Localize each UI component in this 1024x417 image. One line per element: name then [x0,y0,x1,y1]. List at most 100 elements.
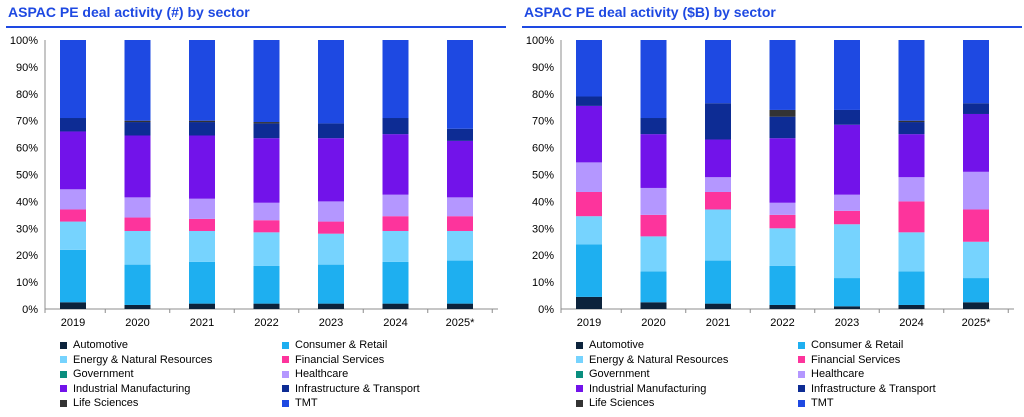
chart-title: ASPAC PE deal activity ($B) by sector [524,4,776,20]
bar-segment-financial-services [318,221,344,234]
legend-swatch [798,356,805,363]
bar-segment-tmt [253,40,280,123]
bar-segment-industrial-manufacturing [253,138,280,203]
bar-segment-tmt [705,40,731,104]
bar-segment-industrial-manufacturing [382,134,409,195]
bar-segment-healthcare [705,177,731,192]
bar-segment-consumer-and-retail [60,249,86,303]
bar-segment-energy-and-natural-resources [189,230,215,262]
legend-swatch [282,399,289,407]
legend-label: Government [589,368,650,380]
bar-segment-healthcare [318,201,344,222]
bar-segment-healthcare [253,202,280,221]
bar-segment-tmt [898,40,925,121]
bar-segment-industrial-manufacturing [834,124,860,195]
bar-segment-healthcare [576,162,602,192]
bar-segment-tmt [447,40,473,129]
legend-item-automotive: Automotive [60,339,128,351]
legend-label: Industrial Manufacturing [73,382,191,395]
bar-segment-industrial-manufacturing [447,140,473,198]
bar-segment-energy-and-natural-resources [834,224,860,279]
legend-item-energy-and-natural-resources: Energy & Natural Resources [60,354,212,366]
bar-segment-financial-services [705,191,731,210]
legend-swatch [798,370,805,378]
bar-segment-tmt [382,40,409,119]
bar-segment-financial-services [640,214,667,237]
bar-segment-infrastructure-and-transport [769,116,796,139]
bar-segment-infrastructure-and-transport [318,123,344,139]
y-tick-label: 40% [532,196,554,208]
bar-segment-consumer-and-retail [769,265,796,305]
bar-segment-energy-and-natural-resources [769,228,796,266]
x-tick-label: 2025* [962,317,991,329]
bar-segment-consumer-and-retail [834,278,860,307]
y-tick-label: 40% [16,196,38,208]
bar-segment-tmt [834,40,860,110]
legend-label: TMT [295,397,318,409]
y-tick-label: 90% [16,62,38,74]
bar-segment-infrastructure-and-transport [963,103,989,114]
bar-segment-tmt [60,40,86,119]
bar-segment-energy-and-natural-resources [705,209,731,261]
legend-item-healthcare: Healthcare [798,368,864,380]
bar-segment-healthcare [640,187,667,215]
legend-label: Automotive [589,339,645,351]
x-tick-label: 2022 [770,317,794,329]
legend-label: Government [73,368,134,380]
x-tick-label: 2021 [190,317,214,329]
bar-segment-financial-services [253,220,280,233]
legend-item-infrastructure-and-transport: Infrastructure & Transport [282,383,420,395]
legend-swatch [576,370,583,378]
bar-segment-financial-services [963,209,989,242]
bar-segment-infrastructure-and-transport [576,96,602,106]
x-tick-label: 2023 [319,317,343,329]
title-underline [522,26,1022,28]
bar-segment-industrial-manufacturing [189,135,215,199]
bar-segment-consumer-and-retail [189,261,215,304]
bar-segment-automotive [963,302,989,309]
bar-segment-financial-services [124,217,151,231]
bar-segment-consumer-and-retail [705,260,731,304]
bar-segment-infrastructure-and-transport [705,103,731,140]
x-tick-label: 2024 [383,317,407,329]
y-tick-label: 50% [16,170,38,182]
bar-segment-automotive [382,303,409,309]
bar-segment-automotive [705,303,731,309]
bar-segment-energy-and-natural-resources [447,230,473,261]
bar-segment-consumer-and-retail [253,265,280,304]
bar-segment-financial-services [898,201,925,233]
y-tick-label: 60% [16,143,38,155]
bar-segment-infrastructure-and-transport [447,128,473,141]
bar-segment-industrial-manufacturing [898,134,925,178]
bar-segment-energy-and-natural-resources [318,233,344,265]
x-tick-label: 2020 [125,317,149,329]
bar-segment-industrial-manufacturing [705,139,731,178]
bar-segment-consumer-and-retail [382,261,409,304]
legend-label: TMT [811,397,834,409]
x-tick-label: 2021 [706,317,730,329]
bar-segment-healthcare [834,194,860,211]
bar-segment-industrial-manufacturing [60,131,86,190]
bar-segment-infrastructure-and-transport [640,118,667,135]
bar-segment-life-sciences [898,120,925,123]
bar-segment-healthcare [963,171,989,210]
legend-item-industrial-manufacturing: Industrial Manufacturing [576,383,706,395]
legend-item-financial-services: Financial Services [798,354,900,366]
legend-item-life-sciences: Life Sciences [60,397,138,409]
bar-segment-energy-and-natural-resources [576,216,602,245]
legend-label: Healthcare [811,368,865,380]
chart-panel-deal-count: ASPAC PE deal activity (#) by sector 0% 1… [0,0,510,417]
bar-segment-energy-and-natural-resources [898,232,925,272]
y-tick-label: 30% [16,223,38,235]
y-tick-label: 70% [16,116,38,128]
legend-item-healthcare: Healthcare [282,368,348,380]
bar-segment-infrastructure-and-transport [253,123,280,139]
legend-swatch [60,399,67,407]
bar-segment-industrial-manufacturing [963,113,989,172]
legend-item-infrastructure-and-transport: Infrastructure & Transport [798,383,936,395]
x-tick-label: 2025* [446,317,475,329]
bar-segment-life-sciences [253,122,280,124]
legend-swatch [798,399,805,407]
bar-segment-energy-and-natural-resources [124,230,151,265]
bar-segment-healthcare [898,177,925,202]
